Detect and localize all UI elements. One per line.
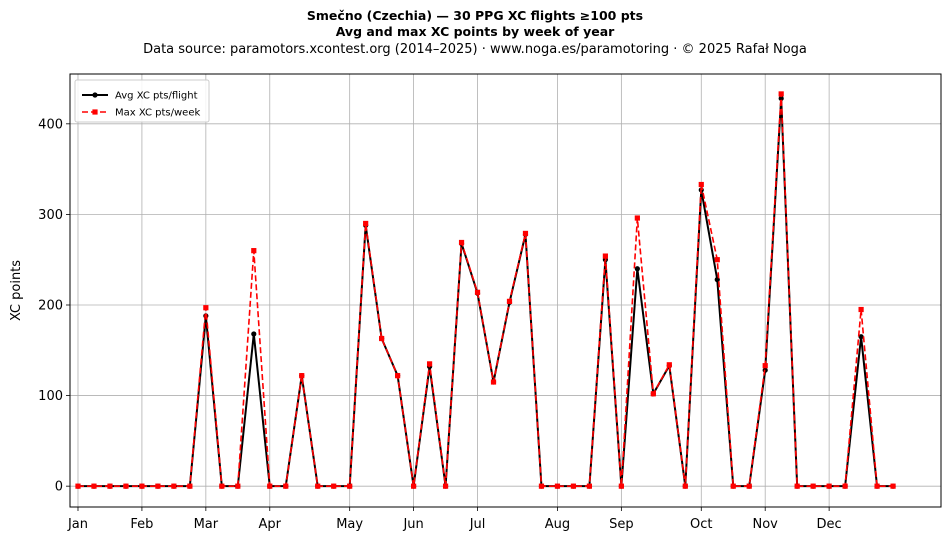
chart-title: Smečno (Czechia) — 30 PPG XC flights ≥10… (306, 8, 644, 23)
avg-point (714, 277, 720, 283)
max-point (171, 483, 177, 489)
avg-point (858, 334, 864, 340)
x-tick-label: Mar (194, 517, 219, 532)
avg-point (778, 95, 784, 102)
max-point (586, 483, 593, 489)
max-point (746, 483, 752, 489)
avg-series-line (77, 98, 894, 488)
max-point (75, 483, 81, 489)
max-point (235, 483, 241, 489)
max-point (666, 362, 672, 368)
max-point (123, 483, 129, 489)
max-point (203, 305, 209, 311)
legend-entry: Max XC pts/week (115, 108, 200, 119)
max-point (634, 215, 640, 221)
max-point (331, 483, 337, 489)
max-point (458, 239, 465, 246)
legend-marker (92, 92, 98, 98)
x-tick-label: Apr (259, 517, 282, 532)
legend-marker (92, 109, 98, 115)
max-point (618, 483, 624, 489)
max-point (538, 483, 545, 489)
max-point (858, 306, 864, 313)
max-point (379, 335, 385, 342)
max-point (219, 483, 225, 489)
max-point (570, 483, 577, 489)
x-tick-label: Jun (402, 517, 423, 532)
series-group (75, 91, 896, 489)
chart-subtitle: Data source: paramotors.xcontest.org (20… (143, 42, 807, 57)
grid (70, 74, 941, 507)
legend-box (74, 79, 210, 123)
max-point (442, 483, 449, 489)
max-point (490, 379, 497, 385)
max-point (299, 373, 305, 379)
max-series-line (77, 93, 894, 487)
max-point (395, 373, 401, 379)
avg-point (634, 266, 640, 272)
max-point (426, 361, 433, 367)
max-point (826, 483, 832, 489)
max-point (107, 483, 113, 489)
max-point (794, 483, 800, 489)
x-tick-label: Aug (545, 517, 570, 532)
max-point (251, 248, 257, 254)
max-point (730, 483, 736, 489)
x-tick-label: Sep (609, 517, 634, 532)
max-point (363, 220, 369, 227)
max-point (874, 483, 880, 489)
max-point (267, 483, 273, 489)
max-point (762, 363, 768, 369)
max-point (554, 483, 561, 489)
x-tick-label: Feb (130, 517, 153, 532)
max-point (714, 257, 720, 263)
x-tick-label: Nov (753, 517, 779, 532)
max-point (650, 391, 656, 397)
x-tick-label: Jan (67, 517, 88, 532)
max-point (139, 483, 145, 489)
max-point (474, 289, 481, 295)
max-point (602, 253, 608, 259)
max-point (890, 483, 896, 489)
max-point (682, 483, 688, 489)
y-tick-label: 300 (38, 208, 63, 223)
max-point (698, 181, 704, 188)
axis-ticks: 0 100 200 300 400 Jan Feb Mar Apr May Jun Jul Aug Sep… (38, 117, 842, 532)
x-tick-label: Jul (469, 517, 486, 532)
max-point (347, 483, 353, 489)
max-point (283, 483, 289, 489)
avg-point (251, 331, 257, 337)
max-point (187, 483, 193, 489)
x-tick-label: May (336, 517, 363, 532)
max-point (842, 483, 848, 489)
y-tick-label: 200 (38, 298, 63, 313)
max-point (91, 483, 97, 489)
chart-title-block: Smečno (Czechia) — 30 PPG XC flights ≥10… (0, 8, 950, 59)
max-point (522, 230, 529, 237)
max-point (810, 483, 816, 489)
x-tick-label: Dec (817, 517, 842, 532)
y-tick-label: 100 (38, 389, 63, 404)
max-point (411, 483, 417, 489)
max-point (778, 91, 784, 97)
x-tick-label: Oct (690, 517, 712, 532)
plot-frame (69, 73, 942, 508)
max-point (315, 483, 321, 489)
y-axis-label: XC points (9, 260, 24, 321)
chart-title-line2: Avg and max XC points by week of year (335, 24, 615, 39)
max-point (506, 298, 513, 304)
y-tick-label: 0 (55, 480, 63, 495)
max-point (155, 483, 161, 489)
y-tick-label: 400 (38, 117, 63, 132)
legend-entry: Avg XC pts/flight (115, 91, 198, 102)
legend: Avg XC pts/flight Max XC pts/week (74, 79, 210, 123)
